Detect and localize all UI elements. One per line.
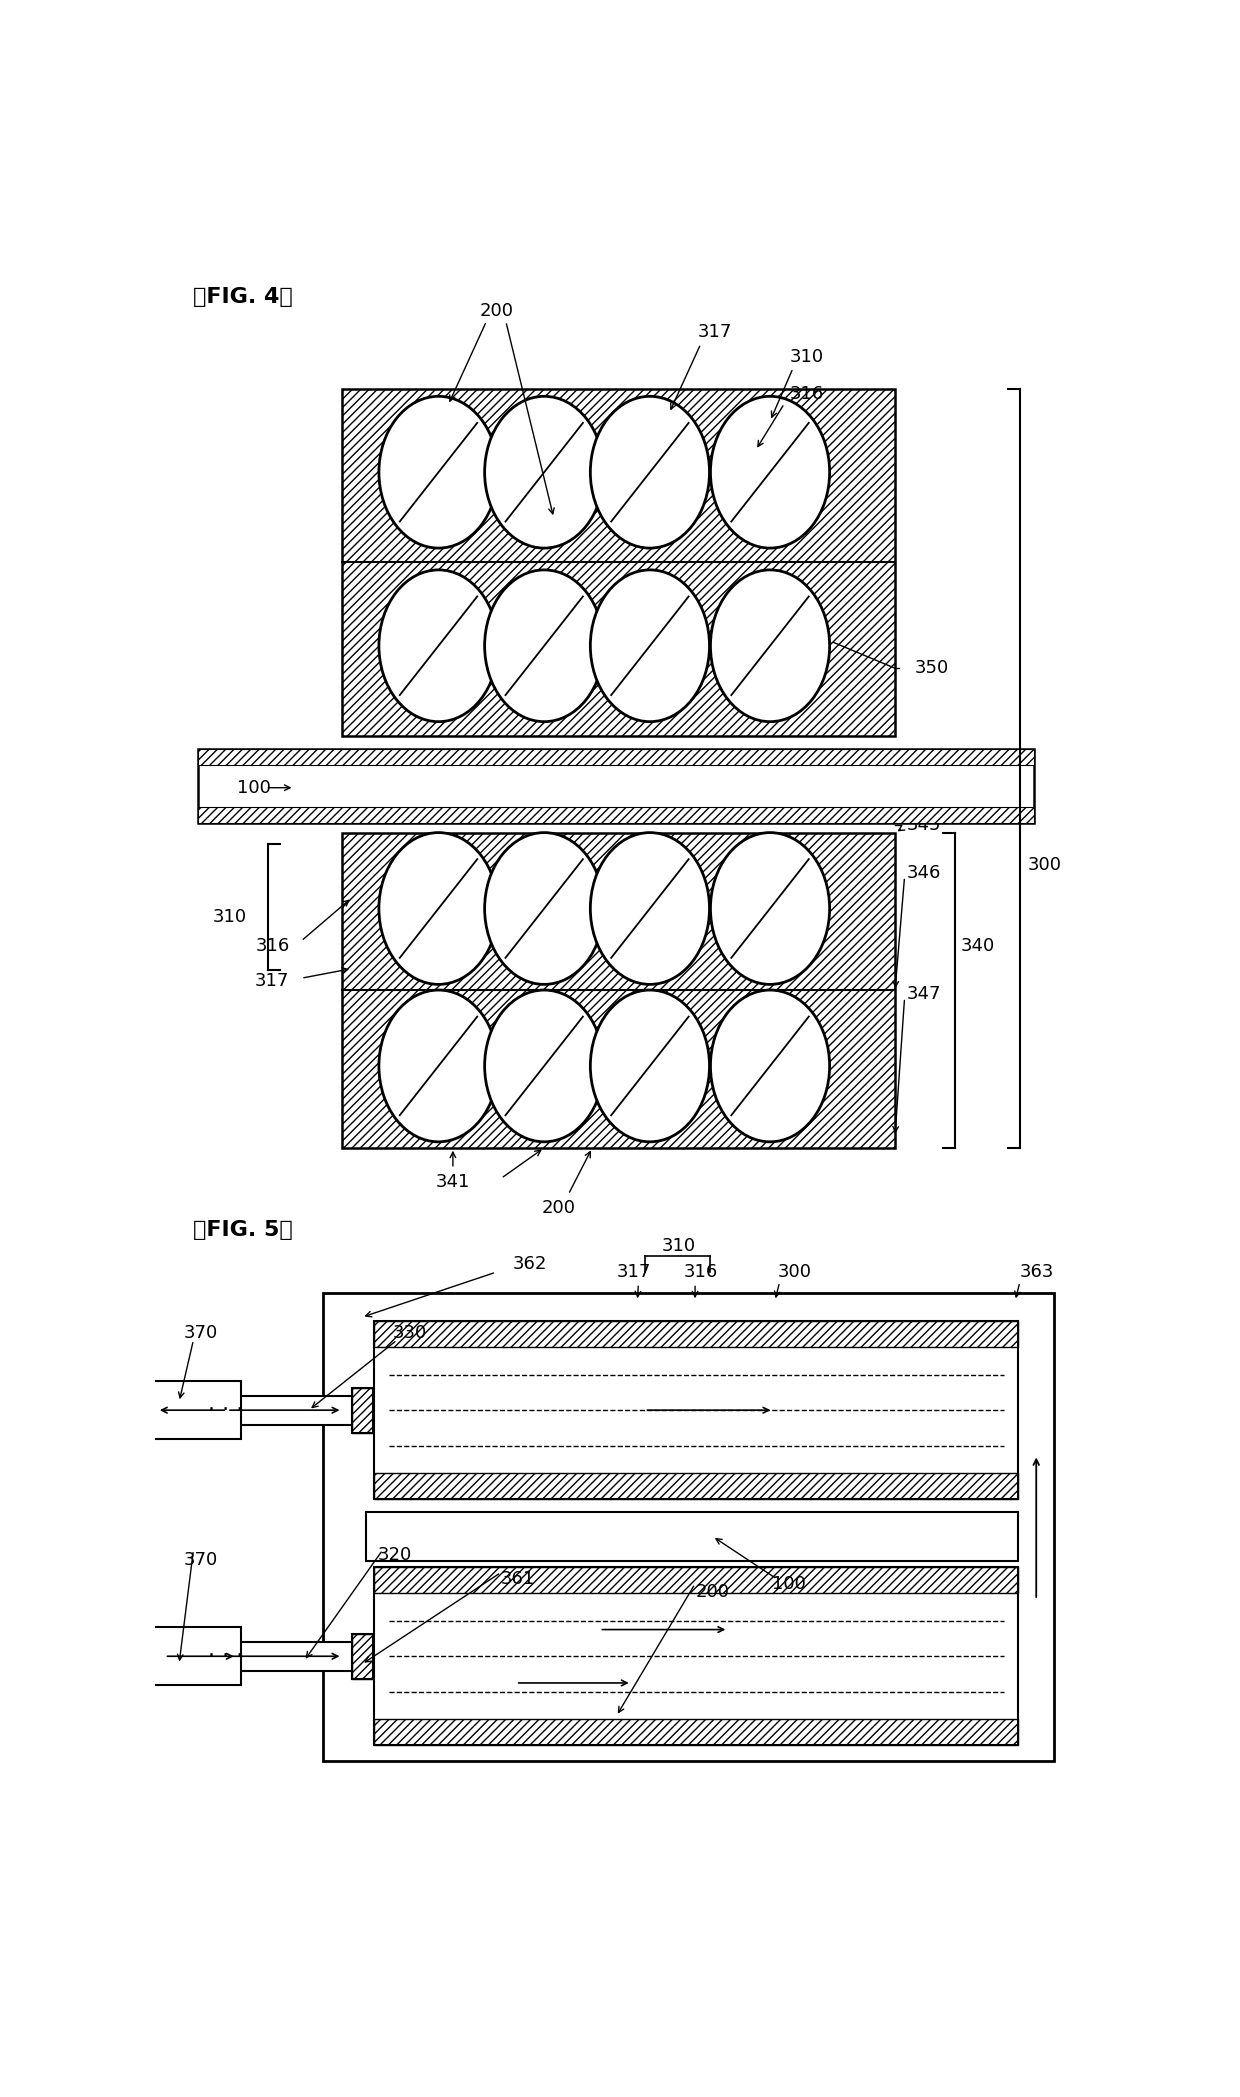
Text: 310: 310 [213,908,247,927]
Ellipse shape [485,990,604,1143]
Ellipse shape [590,570,709,721]
Text: 316: 316 [683,1262,718,1281]
Text: 320: 320 [378,1545,413,1564]
Bar [200,1397,353,1424]
Bar [374,1566,1018,1594]
Bar [342,388,895,736]
Text: 363: 363 [1019,1262,1054,1281]
Text: 316: 316 [255,937,290,954]
Text: 【FIG. 5】: 【FIG. 5】 [193,1220,293,1241]
Bar [352,1634,373,1680]
Text: 345: 345 [906,816,941,835]
Bar [342,833,895,1147]
Ellipse shape [379,396,498,547]
Ellipse shape [379,570,498,721]
Text: 317: 317 [616,1262,651,1281]
Ellipse shape [590,990,709,1143]
Bar [150,1627,242,1686]
Text: 【FIG. 4】: 【FIG. 4】 [193,287,293,306]
Text: 310: 310 [789,348,823,365]
Ellipse shape [485,396,604,547]
Text: 341: 341 [435,1172,470,1191]
Text: 317: 317 [255,973,290,990]
Ellipse shape [379,990,498,1143]
Text: 370: 370 [184,1550,218,1569]
Ellipse shape [485,570,604,721]
Text: 362: 362 [512,1254,547,1273]
Text: · · ·: · · · [208,1401,243,1420]
Bar [367,1512,1018,1560]
Text: 317: 317 [698,323,733,342]
Bar [198,807,1034,824]
Text: 346: 346 [906,864,941,883]
Text: 300: 300 [1028,856,1061,874]
Text: 370: 370 [184,1325,218,1342]
Ellipse shape [711,990,830,1143]
Ellipse shape [590,833,709,983]
Bar [150,1382,242,1439]
Text: 330: 330 [393,1325,427,1342]
Bar [352,1388,373,1432]
Bar [374,1321,1018,1499]
Text: 100: 100 [237,778,270,797]
Text: 316: 316 [789,384,823,403]
Ellipse shape [590,396,709,547]
Text: 300: 300 [777,1262,812,1281]
Text: 347: 347 [906,986,941,1002]
Bar [352,1388,373,1432]
Text: 310: 310 [662,1237,696,1256]
Text: 361: 361 [501,1571,536,1587]
Bar [374,1720,1018,1745]
Text: 340: 340 [960,937,994,954]
Bar [324,1294,1054,1761]
Ellipse shape [711,833,830,983]
Bar [198,749,1034,824]
Bar [374,1321,1018,1346]
Text: 350: 350 [914,658,949,677]
Ellipse shape [711,570,830,721]
Ellipse shape [485,833,604,983]
Bar [200,1642,353,1671]
Text: 200: 200 [696,1583,729,1600]
Ellipse shape [711,396,830,547]
Text: 200: 200 [542,1199,575,1216]
Ellipse shape [379,833,498,983]
Text: 200: 200 [479,302,513,321]
Bar [352,1634,373,1680]
Bar [374,1474,1018,1499]
Bar [198,749,1034,765]
Text: 100: 100 [773,1575,806,1594]
Text: · · ·: · · · [208,1646,243,1667]
Bar [374,1566,1018,1745]
